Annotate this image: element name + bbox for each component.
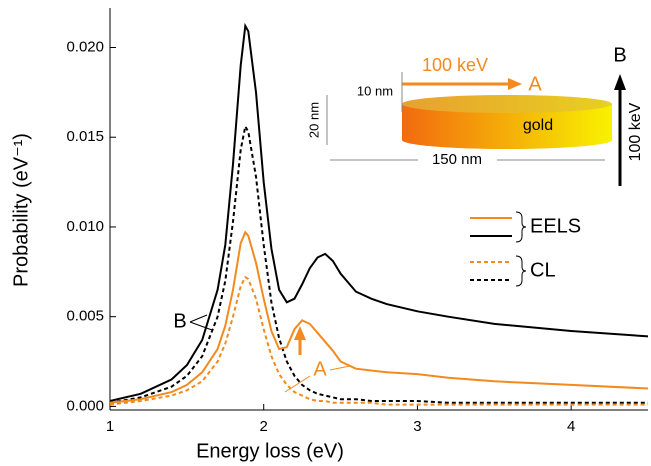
series-line: [109, 22, 649, 402]
legend-brace: [515, 211, 527, 243]
x-tick-label: 3: [413, 418, 421, 435]
leader-line: [284, 365, 351, 393]
annotation: B: [173, 310, 186, 332]
series-line: [109, 123, 648, 404]
leader-line: [189, 314, 213, 331]
arrow-head: [508, 78, 522, 90]
x-axis-label: Energy loss (eV): [196, 440, 344, 462]
legend-brace: [515, 255, 527, 287]
x-tick-label: 1: [106, 418, 114, 435]
y-tick-label: 0.005: [66, 308, 104, 325]
x-tick-label: 4: [567, 418, 575, 435]
y-tick-label: 0.020: [66, 38, 104, 55]
x-tick-label: 2: [260, 418, 268, 435]
y-tick-label: 0.010: [66, 218, 104, 235]
inset-label: 100 keV: [422, 55, 488, 75]
legend-label: EELS: [530, 215, 581, 237]
inset-label: B: [613, 44, 626, 66]
disk-side: [402, 104, 612, 149]
inset-label: 150 nm: [432, 151, 482, 168]
inset: 100 keV A 10 nm 20 nm gold 150 nm B 100 …: [306, 44, 644, 186]
inset-label: 100 keV: [627, 102, 644, 161]
annotation: A: [313, 358, 327, 380]
peak-arrow-head: [294, 326, 306, 340]
series-line: [109, 230, 649, 404]
y-axis-label: Probability (eV⁻¹): [10, 133, 32, 287]
inset-label: gold: [523, 117, 553, 134]
inset-label: 20 nm: [306, 102, 321, 138]
inset-label: A: [528, 73, 542, 95]
series-line: [109, 275, 648, 406]
inset-label: 10 nm: [357, 83, 393, 98]
y-tick-label: 0.015: [66, 128, 104, 145]
arrow-head: [614, 74, 626, 90]
y-tick-label: 0.000: [66, 397, 104, 414]
legend-label: CL: [530, 259, 556, 281]
disk-top: [402, 95, 612, 113]
